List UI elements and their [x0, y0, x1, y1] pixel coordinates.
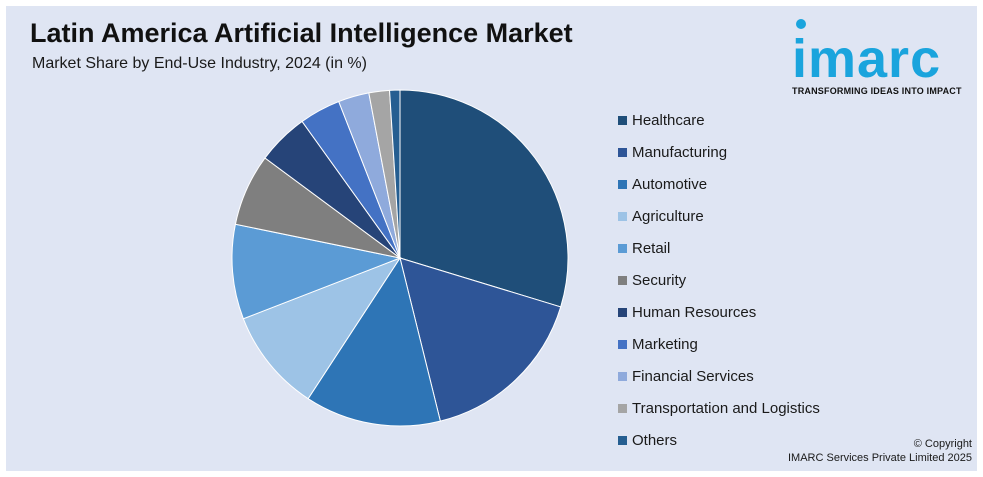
chart-legend: Healthcare Manufacturing Automotive Agricul…: [618, 104, 858, 456]
legend-item: Healthcare: [618, 104, 858, 136]
legend-label: Marketing: [632, 335, 698, 353]
legend-label: Agriculture: [632, 207, 704, 225]
legend-swatch: [618, 403, 627, 413]
legend-swatch: [618, 243, 627, 253]
legend-swatch: [618, 211, 627, 221]
legend-item: Others: [618, 424, 858, 456]
legend-swatch: [618, 115, 627, 125]
legend-item: Financial Services: [618, 360, 858, 392]
pie-chart: [231, 89, 569, 427]
copyright-line-2: IMARC Services Private Limited 2025: [787, 452, 972, 464]
legend-item: Manufacturing: [618, 136, 858, 168]
logo-dot-icon: [796, 19, 806, 29]
legend-label: Healthcare: [632, 111, 705, 129]
legend-item: Security: [618, 264, 858, 296]
legend-label: Automotive: [632, 175, 708, 193]
legend-swatch: [618, 275, 627, 285]
pie-slice-healthcare: [399, 89, 569, 308]
legend-label: Others: [632, 431, 678, 449]
legend-item: Marketing: [618, 328, 858, 360]
chart-subtitle: Market Share by End-Use Industry, 2024 (…: [32, 55, 367, 72]
legend-label: Manufacturing: [632, 143, 728, 161]
pie-slice-others: [389, 89, 401, 259]
logo-wordmark: imarc: [792, 29, 942, 89]
legend-item: Transportation and Logistics: [618, 392, 858, 424]
legend-item: Retail: [618, 232, 858, 264]
legend-item: Agriculture: [618, 200, 858, 232]
pie-slice-manufacturing: [399, 257, 562, 422]
legend-swatch: [618, 339, 627, 349]
legend-label: Financial Services: [632, 367, 754, 385]
legend-swatch: [618, 147, 627, 157]
legend-swatch: [618, 179, 627, 189]
legend-item: Automotive: [618, 168, 858, 200]
logo-tagline: TRANSFORMING IDEAS INTO IMPACT: [792, 86, 962, 96]
legend-label: Security: [632, 271, 687, 289]
chart-panel: Latin America Artificial Intelligence Ma…: [6, 6, 977, 471]
copyright-line-1: © Copyright: [913, 438, 972, 450]
pie-slice-agriculture: [242, 256, 402, 400]
legend-swatch: [618, 307, 627, 317]
page-title: Latin America Artificial Intelligence Ma…: [30, 18, 573, 48]
pie-slice-retail: [231, 223, 402, 320]
legend-swatch: [618, 435, 627, 445]
imarc-logo: imarc TRANSFORMING IDEAS INTO IMPACT: [786, 18, 981, 98]
legend-item: Human Resources: [618, 296, 858, 328]
pie-slice-automotive: [307, 256, 441, 427]
copyright-notice: © Copyright IMARC Services Private Limit…: [746, 437, 972, 465]
legend-swatch: [618, 371, 627, 381]
legend-label: Human Resources: [632, 303, 757, 321]
legend-label: Retail: [632, 239, 671, 257]
legend-label: Transportation and Logistics: [632, 399, 820, 417]
